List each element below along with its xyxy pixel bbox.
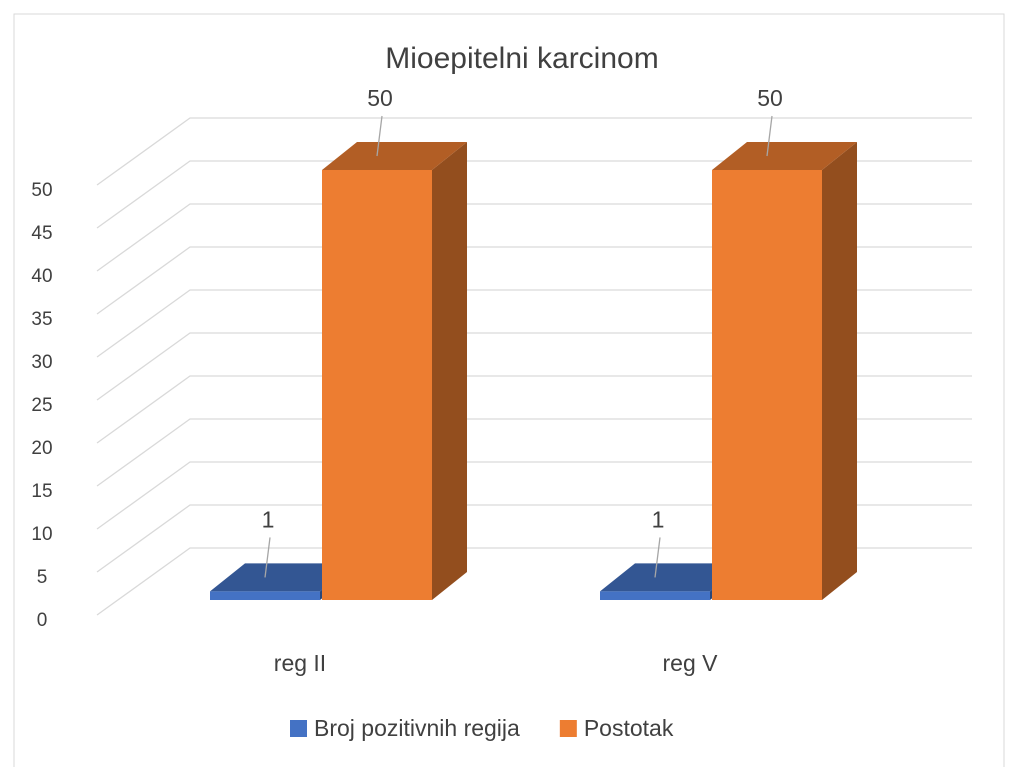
y-tick-label: 35 (31, 309, 52, 330)
data-label: 1 (262, 506, 275, 532)
data-label: 50 (367, 85, 393, 111)
bar-top (322, 142, 467, 170)
grid-line (96, 375, 972, 444)
legend-label: Broj pozitivnih regija (314, 715, 520, 741)
x-tick-label: reg V (663, 650, 719, 676)
leader-line (376, 115, 383, 157)
grid-line (96, 117, 972, 186)
bar-top (600, 563, 745, 592)
leader-line (264, 537, 271, 578)
bar-side (822, 142, 857, 600)
bar (322, 170, 432, 600)
y-tick-label: 50 (31, 180, 52, 201)
chart-title: Mioepitelni karcinom (385, 42, 658, 75)
grid-line (96, 246, 972, 315)
legend-label: Postotak (584, 715, 674, 741)
y-tick-label: 5 (37, 567, 48, 588)
data-label: 1 (652, 506, 665, 532)
bar-top (210, 563, 355, 592)
grid-line (96, 547, 972, 616)
grid-line (96, 332, 972, 401)
leader-line (766, 115, 773, 157)
bar-side (432, 142, 467, 600)
grid-line (96, 461, 972, 530)
bar (210, 591, 320, 600)
leader-line (654, 537, 661, 578)
y-tick-label: 45 (31, 223, 52, 244)
grid-line (96, 203, 972, 272)
grid-line (96, 160, 972, 229)
legend-swatch (290, 720, 307, 737)
y-tick-label: 10 (31, 524, 52, 545)
y-tick-label: 30 (31, 352, 52, 373)
data-label: 50 (757, 85, 783, 111)
y-tick-label: 20 (31, 438, 52, 459)
y-tick-label: 15 (31, 481, 52, 502)
x-tick-label: reg II (274, 650, 326, 676)
y-tick-label: 40 (31, 266, 52, 287)
grid-line (96, 504, 972, 573)
bar-top (712, 142, 857, 170)
y-tick-label: 25 (31, 395, 52, 416)
grid-line (96, 289, 972, 358)
legend-swatch (559, 720, 577, 737)
bar (600, 591, 710, 600)
y-tick-label: 0 (37, 610, 48, 631)
grid-line (96, 418, 972, 487)
bar (712, 170, 822, 600)
